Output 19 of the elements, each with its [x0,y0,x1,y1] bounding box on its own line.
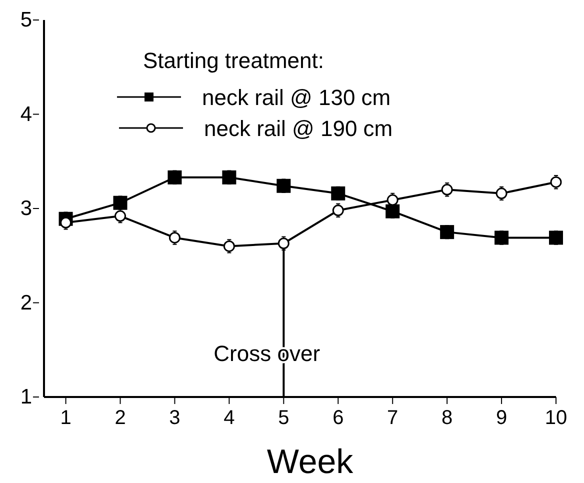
x-axis-title: Week [266,443,354,481]
y-tick-label: 1 [20,386,32,409]
x-tick-label: 1 [60,407,72,430]
legend-label: neck rail @ 130 cm [202,85,391,110]
x-tick-label: 8 [442,407,453,430]
y-tick-label: 5 [20,8,32,32]
y-tick-label: 3 [20,197,32,220]
x-tick-label: 7 [387,407,398,430]
x-tick-label: 2 [114,407,126,430]
x-tick-label: 6 [332,407,344,430]
x-tick-label: 5 [278,407,290,430]
legend-title: Starting treatment: [143,48,324,73]
y-tick-label: 4 [20,102,32,126]
x-tick-label: 9 [496,407,508,430]
x-tick-label: 10 [544,407,568,430]
x-tick-label: 4 [224,407,235,430]
y-tick-label: 2 [20,291,32,314]
x-tick-label: 3 [169,407,180,430]
legend-label: neck rail @ 190 cm [204,116,393,141]
